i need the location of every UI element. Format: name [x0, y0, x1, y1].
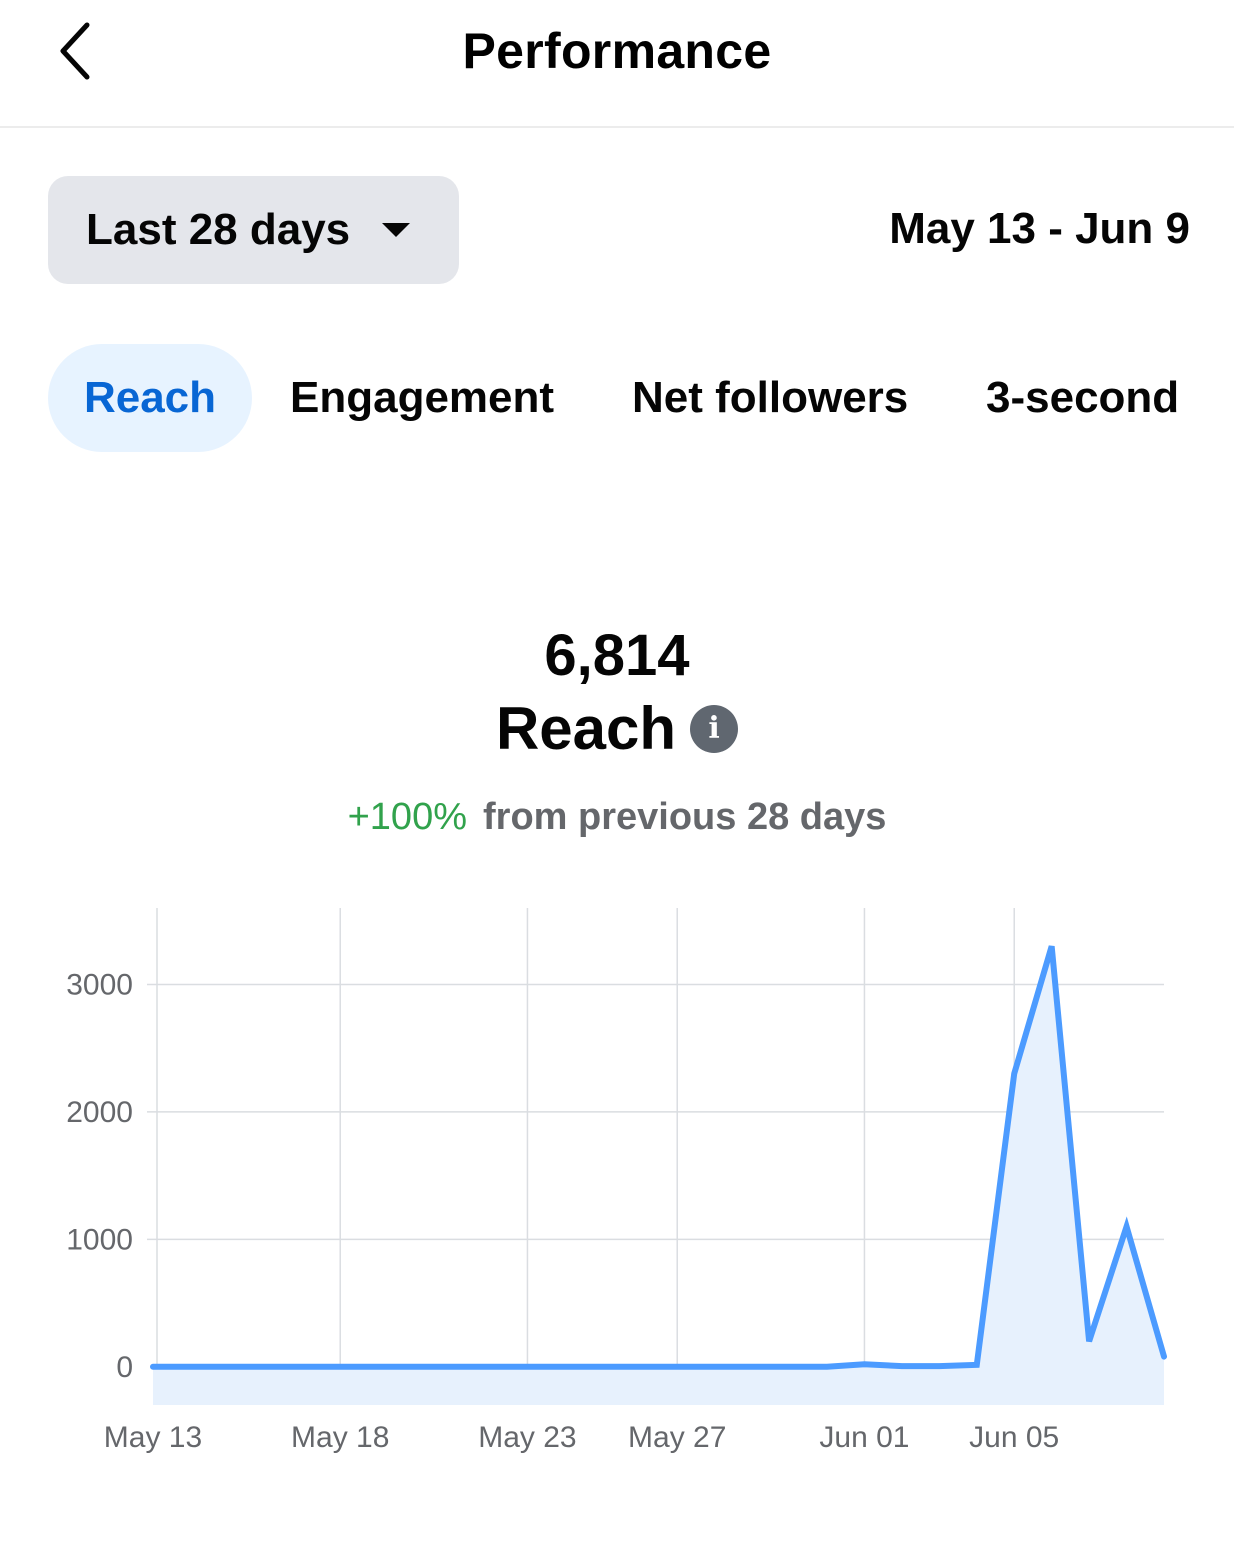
- change-description: from previous 28 days: [483, 796, 887, 838]
- data-point-jun-02: [899, 1363, 905, 1369]
- data-point-may-13: [150, 1364, 156, 1370]
- data-point-may-26: [637, 1364, 643, 1370]
- x-tick-label: May 13: [104, 1421, 202, 1454]
- reach-area-fill: [153, 946, 1164, 1405]
- metric-change: +100% from previous 28 days: [0, 796, 1234, 839]
- chevron-left-icon: [60, 22, 90, 80]
- data-point-may-28: [712, 1364, 718, 1370]
- x-tick-label: Jun 01: [819, 1421, 909, 1454]
- date-range-dropdown[interactable]: Last 28 days: [48, 176, 459, 284]
- reach-series-line: [150, 945, 1167, 1370]
- tab-3-second[interactable]: 3-second: [986, 344, 1179, 452]
- header-bar: Performance: [0, 0, 1234, 128]
- data-point-jun-05: [1011, 1071, 1017, 1077]
- info-icon[interactable]: i: [690, 704, 739, 753]
- tab-3-second-label: 3-second: [986, 373, 1180, 422]
- reach-chart: 0 1000 2000 3000 May 13 May 18 May 23 May 27 Jun…: [66, 908, 1167, 1454]
- data-point-may-29: [749, 1364, 755, 1370]
- data-point-jun-04: [974, 1362, 980, 1368]
- data-point-may-17: [300, 1364, 306, 1370]
- data-point-may-18: [337, 1364, 343, 1370]
- data-point-jun-08: [1124, 1224, 1130, 1230]
- data-point-may-31: [824, 1364, 830, 1370]
- data-point-may-30: [787, 1364, 793, 1370]
- data-point-may-23: [524, 1364, 530, 1370]
- metric-label: Reach: [495, 695, 677, 762]
- data-point-may-24: [562, 1364, 568, 1370]
- tab-engagement-label: Engagement: [290, 373, 555, 422]
- back-button[interactable]: [40, 14, 110, 88]
- metric-label-row: Reach i: [0, 694, 1234, 763]
- y-tick-label: 1000: [66, 1223, 133, 1256]
- x-tick-label: May 23: [478, 1421, 576, 1454]
- y-tick-label: 0: [116, 1351, 133, 1384]
- page-title: Performance: [462, 23, 772, 79]
- x-tick-label: May 18: [291, 1421, 389, 1454]
- x-tick-label: May 27: [628, 1421, 726, 1454]
- tab-engagement[interactable]: Engagement: [290, 344, 554, 452]
- data-point-jun-03: [936, 1363, 942, 1369]
- tab-reach-label: Reach: [83, 373, 217, 422]
- data-point-may-19: [375, 1364, 381, 1370]
- change-percent: +100%: [347, 796, 467, 838]
- metric-value: 6,814: [544, 623, 690, 688]
- data-point-may-25: [599, 1364, 605, 1370]
- x-tick-label: Jun 05: [969, 1421, 1059, 1454]
- data-point-may-27: [674, 1364, 680, 1370]
- data-point-jun-06: [1049, 943, 1055, 949]
- data-point-may-21: [450, 1364, 456, 1370]
- data-point-may-15: [225, 1364, 231, 1370]
- tab-net-followers-label: Net followers: [632, 373, 909, 422]
- data-point-may-16: [262, 1364, 268, 1370]
- data-point-jun-07: [1086, 1338, 1092, 1344]
- date-range-text: May 13 - Jun 9: [889, 204, 1190, 253]
- y-tick-label: 3000: [66, 968, 133, 1001]
- data-point-jun-01: [861, 1361, 867, 1367]
- data-point-jun-09: [1161, 1354, 1167, 1360]
- data-point-may-14: [187, 1364, 193, 1370]
- tab-net-followers[interactable]: Net followers: [632, 344, 908, 452]
- tab-reach[interactable]: Reach: [48, 344, 252, 452]
- data-point-may-22: [487, 1364, 493, 1370]
- data-point-may-20: [412, 1364, 418, 1370]
- caret-down-icon: [382, 223, 411, 237]
- date-range-dropdown-label: Last 28 days: [86, 205, 351, 254]
- y-tick-label: 2000: [66, 1096, 133, 1129]
